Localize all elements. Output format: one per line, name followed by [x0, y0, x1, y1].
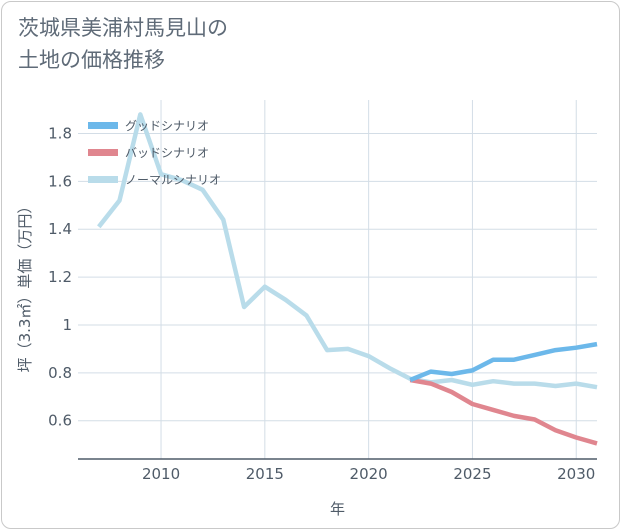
x-tick-label: 2025: [453, 465, 491, 483]
legend-label-good: グッドシナリオ: [125, 119, 209, 133]
tick-labels: 2010 2015 2020 2025 2030 0.6 0.8 1 1.2 1.4 1.6 1.8: [48, 125, 595, 483]
y-tick-label: 1.8: [48, 125, 72, 143]
y-tick-label: 1: [62, 316, 72, 334]
page-title: 茨城県美浦村馬見山の 土地の価格推移: [18, 16, 228, 72]
series-line-bad: [409, 377, 598, 446]
legend-swatch-good: [88, 122, 118, 129]
y-tick-label: 1.2: [48, 268, 72, 286]
legend-label-normal: ノーマルシナリオ: [125, 173, 221, 187]
y-tick-label: 0.6: [48, 412, 72, 430]
legend-label-bad: バッドシナリオ: [125, 146, 209, 160]
y-tick-label: 0.8: [48, 364, 72, 382]
series-line-good: [409, 341, 598, 383]
legend-swatch-bad: [88, 149, 118, 156]
legend-swatch-normal: [88, 176, 118, 183]
series-lines: [97, 112, 598, 446]
x-axis-title: 年: [330, 500, 345, 518]
y-tick-label: 1.4: [48, 220, 72, 238]
y-axis-title: 坪（3.3㎡）単価（万円）: [16, 199, 34, 373]
series-line-normal: [97, 112, 598, 390]
y-tick-label: 1.6: [48, 172, 72, 190]
x-tick-label: 2020: [350, 465, 388, 483]
x-tick-label: 2010: [142, 465, 180, 483]
grid: [78, 100, 597, 460]
x-tick-label: 2015: [246, 465, 284, 483]
x-tick-label: 2030: [557, 465, 595, 483]
